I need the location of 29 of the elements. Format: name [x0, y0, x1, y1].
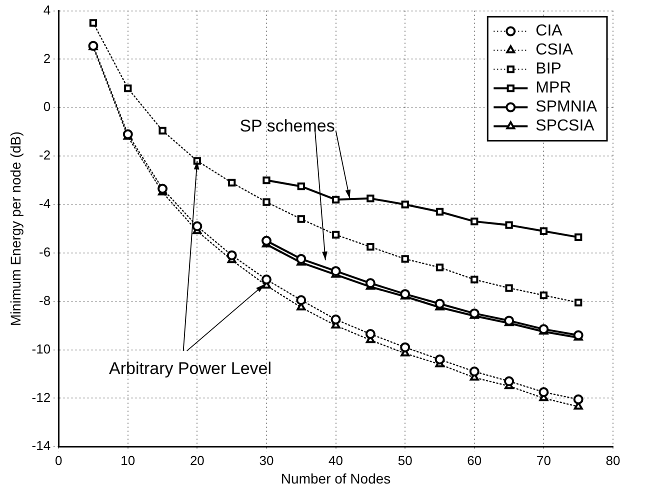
annotation: Arbitrary Power Level: [109, 358, 272, 378]
y-tick-label: -4: [39, 196, 51, 212]
y-tick-label: 4: [43, 2, 51, 18]
y-tick-label: -8: [39, 292, 51, 308]
legend-label: CSIA: [536, 42, 574, 59]
y-axis-title: Minimum Energy per node (dB): [7, 131, 24, 326]
x-axis-title: Number of Nodes: [280, 470, 391, 486]
y-tick-label: 2: [43, 50, 51, 66]
y-tick-label: -2: [39, 148, 51, 163]
legend-label: CIA: [536, 22, 563, 40]
y-tick-label: -14: [32, 438, 51, 454]
x-tick-label: 60: [467, 452, 482, 468]
legend-label: MPR: [536, 80, 572, 97]
annotation: SP schemes: [240, 116, 335, 136]
legend-label: BIP: [536, 60, 562, 78]
x-tick-label: 70: [536, 452, 551, 468]
y-tick-label: -6: [39, 244, 51, 260]
legend-label: SPCSIA: [536, 118, 595, 135]
x-tick-label: 20: [190, 452, 204, 468]
y-tick-label: 0: [43, 99, 51, 114]
y-tick-label: -10: [32, 341, 51, 356]
x-tick-label: 50: [398, 452, 412, 468]
x-tick-label: 40: [328, 452, 344, 468]
y-tick-label: -12: [32, 390, 51, 405]
x-tick-label: 30: [259, 452, 274, 468]
legend-label: SPMNIA: [536, 98, 598, 116]
x-tick-label: 0: [54, 452, 62, 468]
x-tick-label: 80: [606, 452, 620, 468]
x-tick-label: 10: [120, 452, 136, 468]
